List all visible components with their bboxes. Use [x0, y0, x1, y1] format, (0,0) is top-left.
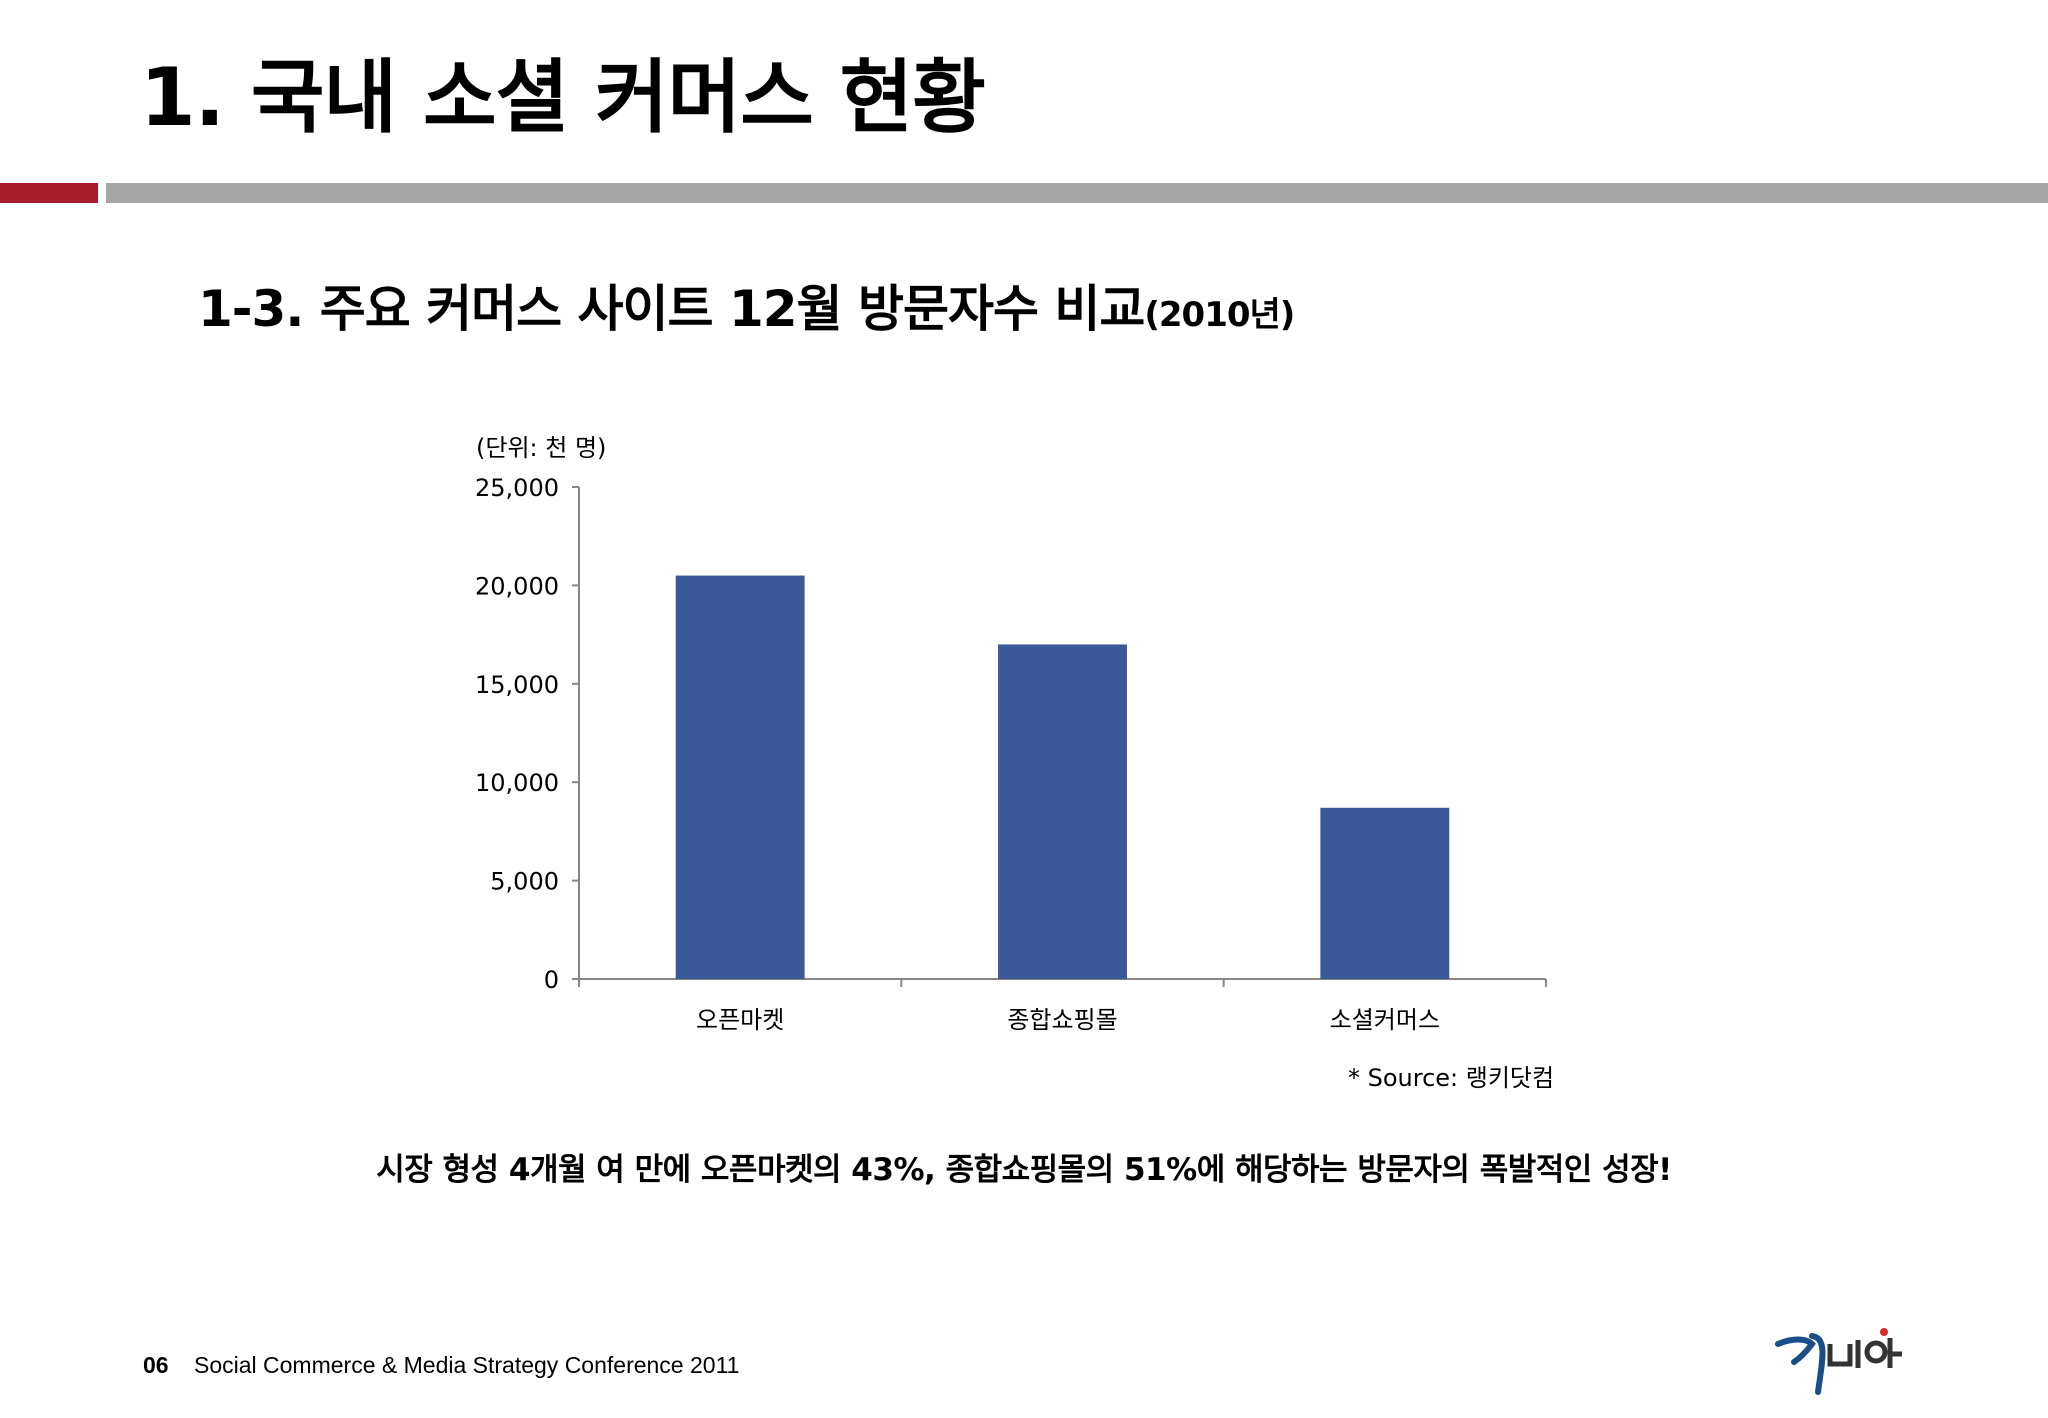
bar [1320, 807, 1450, 979]
y-tick-label: 15,000 [475, 671, 559, 699]
source-note: * Source: 랭키닷컴 [1348, 1064, 1555, 1092]
gabia-logo [1775, 1328, 1902, 1395]
y-tick-label: 20,000 [475, 572, 559, 600]
slide-title: 1. 국내 소셜 커머스 현황 [140, 51, 986, 144]
chart-heading-text: 1-3. 주요 커머스 사이트 12월 방문자수 비교 [198, 280, 1145, 338]
title-accent-bar [0, 183, 98, 203]
x-category-label: 소셜커머스 [1330, 1006, 1440, 1034]
conclusion-text: 시장 형성 4개월 여 만에 오픈마켓의 43%, 종합쇼핑몰의 51%에 해당… [376, 1152, 1672, 1188]
bar [675, 575, 805, 979]
y-tick-label: 25,000 [475, 474, 559, 502]
y-tick-label: 5,000 [490, 868, 559, 896]
x-category-label: 오픈마켓 [696, 1006, 784, 1034]
chart-heading: 1-3. 주요 커머스 사이트 12월 방문자수 비교(2010년) [198, 284, 1295, 335]
title-divider-bar [106, 183, 2048, 203]
bar [998, 644, 1127, 979]
conference-name: Social Commerce & Media Strategy Confere… [194, 1352, 740, 1378]
y-tick-label: 0 [544, 966, 559, 994]
x-category-label: 종합쇼핑몰 [1007, 1006, 1117, 1034]
bar-chart: 0 5,000 10,000 15,000 20,000 25,000 오픈마켓 종합쇼핑몰 소… [475, 474, 1547, 1034]
y-tick-label: 10,000 [475, 769, 559, 797]
chart-heading-year: (2010년) [1144, 295, 1295, 335]
chart-unit-label: (단위: 천 명) [476, 434, 607, 462]
page-number: 06 [143, 1352, 169, 1378]
